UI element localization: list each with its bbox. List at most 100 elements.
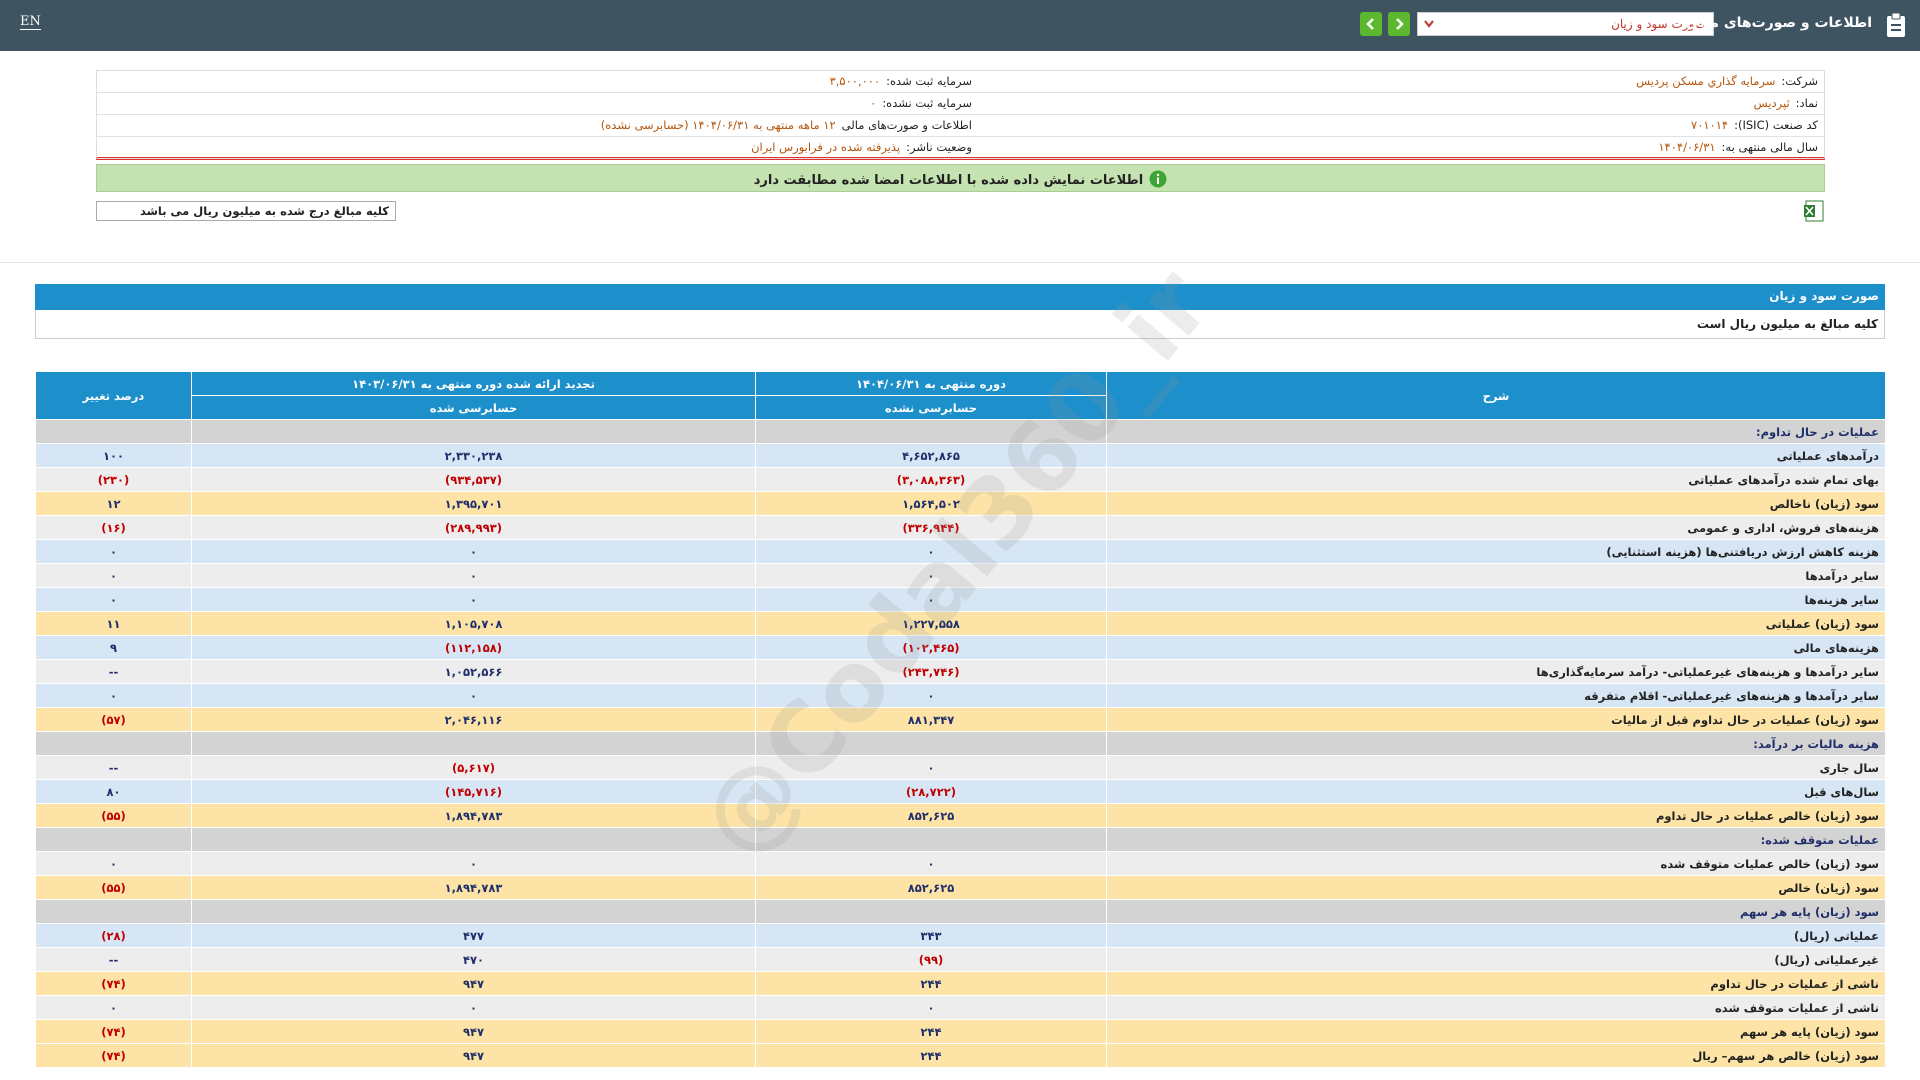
row-value: ۰ [755, 995, 1107, 1020]
info-label: سرمایه ثبت نشده: [882, 96, 972, 110]
row-value: ۰ [191, 683, 756, 708]
row-value: ۰ [755, 851, 1107, 876]
statement-row: هزینه کاهش ارزش دریافتنی‌ها (هزینه استثن… [35, 539, 1886, 564]
info-field: کد صنعت (ISIC): ۷۰۱۰۱۴ [1691, 118, 1818, 132]
row-label: درآمدهای عملیاتی [1106, 443, 1886, 468]
section-row: هزینه مالیات بر درآمد: [35, 731, 1886, 756]
row-label: سایر هزینه‌ها [1106, 587, 1886, 612]
row-value: ۱,۸۹۴,۷۸۳ [191, 803, 756, 828]
statement-row: سال‌های قبل (۲۸,۷۲۲) (۱۴۵,۷۱۶) ۸۰ [35, 779, 1886, 804]
row-value: ۲۴۴ [755, 971, 1107, 996]
section-row: عملیات متوقف شده: [35, 827, 1886, 852]
info-value: ۱۲ ماهه منتهی به ۱۴۰۴/۰۶/۳۱ (حسابرسی نشد… [600, 118, 836, 132]
statement-row: هزینه‌های مالی (۱۰۲,۴۶۵) (۱۱۲,۱۵۸) ۹ [35, 635, 1886, 660]
row-value [191, 827, 756, 852]
row-value [755, 899, 1107, 924]
row-value: ۱,۸۹۴,۷۸۳ [191, 875, 756, 900]
statement-title: صورت سود و زیان [35, 284, 1885, 310]
column-header: شرح [1106, 371, 1886, 420]
row-value: (۱۱۲,۱۵۸) [191, 635, 756, 660]
statement-row: سود (زیان) خالص هر سهم– ریال ۲۴۴ ۹۴۷ (۷۴) [35, 1043, 1886, 1068]
row-label: سود (زیان) خالص عملیات در حال تداوم [1106, 803, 1886, 828]
audit-status: حسابرسی نشده [755, 395, 1107, 420]
row-value: -- [35, 659, 192, 684]
row-value: ۸۵۲,۶۲۵ [755, 803, 1107, 828]
column-header: دوره منتهی به ۱۴۰۴/۰۶/۳۱ [755, 371, 1107, 396]
row-value [35, 419, 192, 444]
row-label: عملیاتی (ریال) [1106, 923, 1886, 948]
row-value: (۵۵) [35, 875, 192, 900]
row-label: هزینه‌های فروش، اداری و عمومی [1106, 515, 1886, 540]
info-row: نماد: ثپردیس سرمایه ثبت نشده: ۰ [97, 93, 1824, 115]
row-label: هزینه کاهش ارزش دریافتنی‌ها (هزینه استثن… [1106, 539, 1886, 564]
units-note: کلیه مبالغ درج شده به میلیون ریال می باش… [96, 201, 396, 221]
row-label: سایر درآمدها [1106, 563, 1886, 588]
row-value: ۹۴۷ [191, 971, 756, 996]
row-label: سایر درآمدها و هزینه‌های غیرعملیاتی- اقل… [1106, 683, 1886, 708]
statement-row: سود (زیان) خالص عملیات متوقف شده ۰ ۰ ۰ [35, 851, 1886, 876]
divider [0, 262, 1920, 263]
info-icon [1149, 170, 1167, 188]
row-label: هزینه‌های مالی [1106, 635, 1886, 660]
row-value: (۵۷) [35, 707, 192, 732]
row-value: ۰ [755, 755, 1107, 780]
row-label: بهای تمام شده درآمدهای عملیاتی [1106, 467, 1886, 492]
row-value: (۲۸۹,۹۹۳) [191, 515, 756, 540]
row-value: (۱۰۲,۴۶۵) [755, 635, 1107, 660]
row-value: ۰ [191, 851, 756, 876]
row-label: سال جاری [1106, 755, 1886, 780]
row-value: (۱۴۵,۷۱۶) [191, 779, 756, 804]
row-value: ۸۵۲,۶۲۵ [755, 875, 1107, 900]
statement-row: غیرعملیاتی (ریال) (۹۹) ۴۷۰ -- [35, 947, 1886, 972]
top-bar: EN صورت سود و زیان اطلاعات و صورت‌های ما… [0, 0, 1920, 51]
row-value: ۸۸۱,۳۴۷ [755, 707, 1107, 732]
report-select-text: صورت سود و زیان [1611, 17, 1705, 31]
info-value: ثپردیس [1753, 96, 1790, 110]
row-value: (۹۳۴,۵۳۷) [191, 467, 756, 492]
row-value: ۰ [35, 851, 192, 876]
statement-row: سایر درآمدها و هزینه‌های غیرعملیاتی- اقل… [35, 683, 1886, 708]
row-value: ۰ [191, 995, 756, 1020]
row-value: ۱,۳۹۵,۷۰۱ [191, 491, 756, 516]
row-value: ۸۰ [35, 779, 192, 804]
info-label: کد صنعت (ISIC): [1734, 118, 1818, 132]
prev-button[interactable] [1360, 12, 1382, 36]
row-label: عملیات متوقف شده: [1106, 827, 1886, 852]
row-value [755, 827, 1107, 852]
statement-row: سود (زیان) پایه هر سهم ۲۴۴ ۹۴۷ (۷۴) [35, 1019, 1886, 1044]
row-label: هزینه مالیات بر درآمد: [1106, 731, 1886, 756]
next-button[interactable] [1388, 12, 1410, 36]
row-value: (۹۹) [755, 947, 1107, 972]
info-field: نماد: ثپردیس [1754, 96, 1818, 110]
row-label: سود (زیان) خالص عملیات متوقف شده [1106, 851, 1886, 876]
row-value: (۷۴) [35, 1019, 192, 1044]
row-value [35, 899, 192, 924]
statement-row: ناشی از عملیات متوقف شده ۰ ۰ ۰ [35, 995, 1886, 1020]
row-label: سود (زیان) پایه هر سهم [1106, 899, 1886, 924]
language-switch[interactable]: EN [20, 14, 41, 30]
row-value: ۱,۵۶۴,۵۰۲ [755, 491, 1107, 516]
row-value: ۰ [35, 539, 192, 564]
row-value: ۱۰۰ [35, 443, 192, 468]
row-value [191, 419, 756, 444]
row-label: سود (زیان) عملیات در حال تداوم قبل از ما… [1106, 707, 1886, 732]
row-value: (۷۴) [35, 971, 192, 996]
row-label: سود (زیان) خالص [1106, 875, 1886, 900]
excel-icon[interactable] [1803, 200, 1825, 222]
row-value [191, 731, 756, 756]
row-value [191, 899, 756, 924]
report-select[interactable]: صورت سود و زیان [1417, 12, 1714, 36]
statement-row: درآمدهای عملیاتی ۴,۶۵۲,۸۶۵ ۲,۳۳۰,۲۳۸ ۱۰۰ [35, 443, 1886, 468]
row-value: ۱,۲۲۷,۵۵۸ [755, 611, 1107, 636]
row-value [35, 731, 192, 756]
statement-row: بهای تمام شده درآمدهای عملیاتی (۳,۰۸۸,۳۶۳… [35, 467, 1886, 492]
row-value: ۳۴۳ [755, 923, 1107, 948]
statement-row: عملیاتی (ریال) ۳۴۳ ۴۷۷ (۲۸) [35, 923, 1886, 948]
section-row: سود (زیان) پایه هر سهم [35, 899, 1886, 924]
row-value: ۱,۰۵۲,۵۶۶ [191, 659, 756, 684]
row-value: (۷۴) [35, 1043, 192, 1068]
statement-row: ناشی از عملیات در حال تداوم ۲۴۴ ۹۴۷ (۷۴) [35, 971, 1886, 996]
statement-row: سایر درآمدها و هزینه‌های غیرعملیاتی- درآ… [35, 659, 1886, 684]
info-label: نماد: [1795, 96, 1818, 110]
row-label: عملیات در حال تداوم: [1106, 419, 1886, 444]
